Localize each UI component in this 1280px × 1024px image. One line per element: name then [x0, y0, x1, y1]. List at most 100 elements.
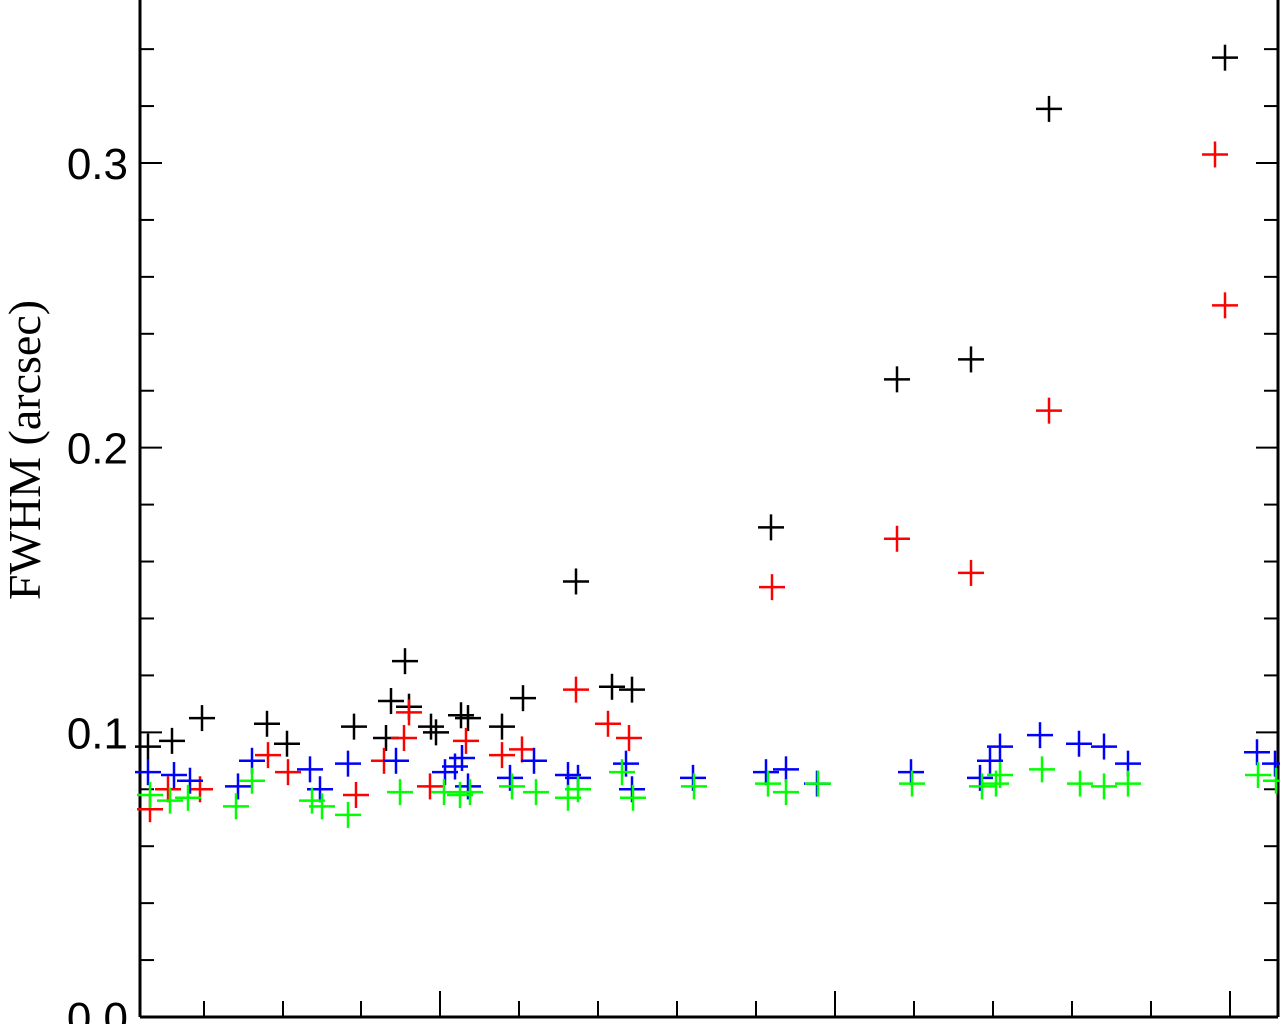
data-point: [239, 767, 265, 794]
data-point: [378, 688, 404, 715]
data-point: [335, 801, 361, 828]
data-point: [161, 762, 187, 789]
data-point: [448, 702, 474, 729]
data-point: [1115, 770, 1141, 797]
data-point: [453, 727, 479, 754]
data-point: [773, 779, 799, 806]
data-point: [884, 525, 910, 552]
y-tick-label: 0.2: [67, 425, 128, 474]
data-point: [417, 773, 443, 800]
data-point: [157, 787, 183, 814]
data-point: [341, 713, 367, 740]
data-point: [509, 736, 535, 763]
data-point: [773, 756, 799, 783]
data-point: [755, 770, 781, 797]
data-point: [1029, 756, 1055, 783]
data-point: [969, 773, 995, 800]
data-point: [1244, 739, 1270, 766]
y-axis-label: FWHM (arcsec): [0, 300, 50, 600]
data-point: [455, 705, 481, 732]
data-point: [565, 776, 591, 803]
data-point: [383, 747, 409, 774]
data-point: [387, 779, 413, 806]
data-point: [155, 776, 181, 803]
data-point: [619, 676, 645, 703]
data-point: [599, 673, 625, 700]
data-point: [254, 710, 280, 737]
data-point: [225, 773, 251, 800]
data-point: [1263, 767, 1280, 794]
data-point: [987, 762, 1013, 789]
data-point: [391, 725, 417, 752]
y-tick-labels: 0.0 0.1 0.2 0.3: [67, 140, 128, 1024]
data-point: [759, 574, 785, 601]
data-point: [1067, 770, 1093, 797]
data-point: [1091, 773, 1117, 800]
data-point: [297, 756, 323, 783]
data-point: [805, 770, 831, 797]
x-ticks: [203, 991, 1231, 1017]
data-point: [958, 559, 984, 586]
data-point: [135, 759, 161, 786]
data-point: [595, 710, 621, 737]
data-point: [447, 781, 473, 808]
data-point: [423, 719, 449, 746]
data-point: [521, 747, 547, 774]
data-point: [1212, 292, 1238, 319]
data-point: [499, 773, 525, 800]
data-point: [753, 759, 779, 786]
data-point: [392, 648, 418, 675]
data-point: [1212, 44, 1238, 71]
data-point: [609, 759, 635, 786]
y-tick-label: 0.1: [67, 709, 128, 758]
data-point: [309, 793, 335, 820]
data-point: [977, 747, 1003, 774]
data-point: [523, 779, 549, 806]
data-points: [135, 44, 1280, 828]
data-point: [457, 779, 483, 806]
data-point: [616, 725, 642, 752]
data-point: [223, 793, 249, 820]
data-point: [396, 699, 422, 726]
data-point: [884, 366, 910, 393]
y-tick-label: 0.0: [67, 994, 128, 1024]
data-point: [620, 784, 646, 811]
data-point: [1202, 141, 1228, 168]
data-point: [274, 730, 300, 757]
y-tick-label: 0.3: [67, 140, 128, 189]
data-point: [189, 705, 215, 732]
data-point: [758, 514, 784, 541]
data-point: [418, 713, 444, 740]
data-point: [255, 742, 281, 769]
data-point: [175, 784, 201, 811]
data-point: [299, 787, 325, 814]
data-point: [135, 733, 161, 760]
data-point: [510, 685, 536, 712]
data-point: [1066, 730, 1092, 757]
data-point: [137, 781, 163, 808]
data-point: [1036, 95, 1062, 122]
data-point: [899, 770, 925, 797]
data-point: [563, 568, 589, 595]
data-point: [1091, 733, 1117, 760]
data-point: [343, 781, 369, 808]
data-point: [563, 676, 589, 703]
data-point: [275, 759, 301, 786]
data-point: [1245, 762, 1271, 789]
data-point: [958, 346, 984, 373]
data-point: [177, 767, 203, 794]
data-point: [489, 713, 515, 740]
data-point: [1036, 397, 1062, 424]
data-point: [987, 733, 1013, 760]
y-ticks: [140, 48, 1278, 1018]
data-point: [681, 773, 707, 800]
data-point: [431, 779, 457, 806]
data-point: [159, 727, 185, 754]
data-point: [1027, 722, 1053, 749]
data-point: [489, 742, 515, 769]
data-point: [449, 744, 475, 771]
data-point: [555, 762, 581, 789]
data-point: [335, 750, 361, 777]
axes: [138, 0, 1280, 1019]
